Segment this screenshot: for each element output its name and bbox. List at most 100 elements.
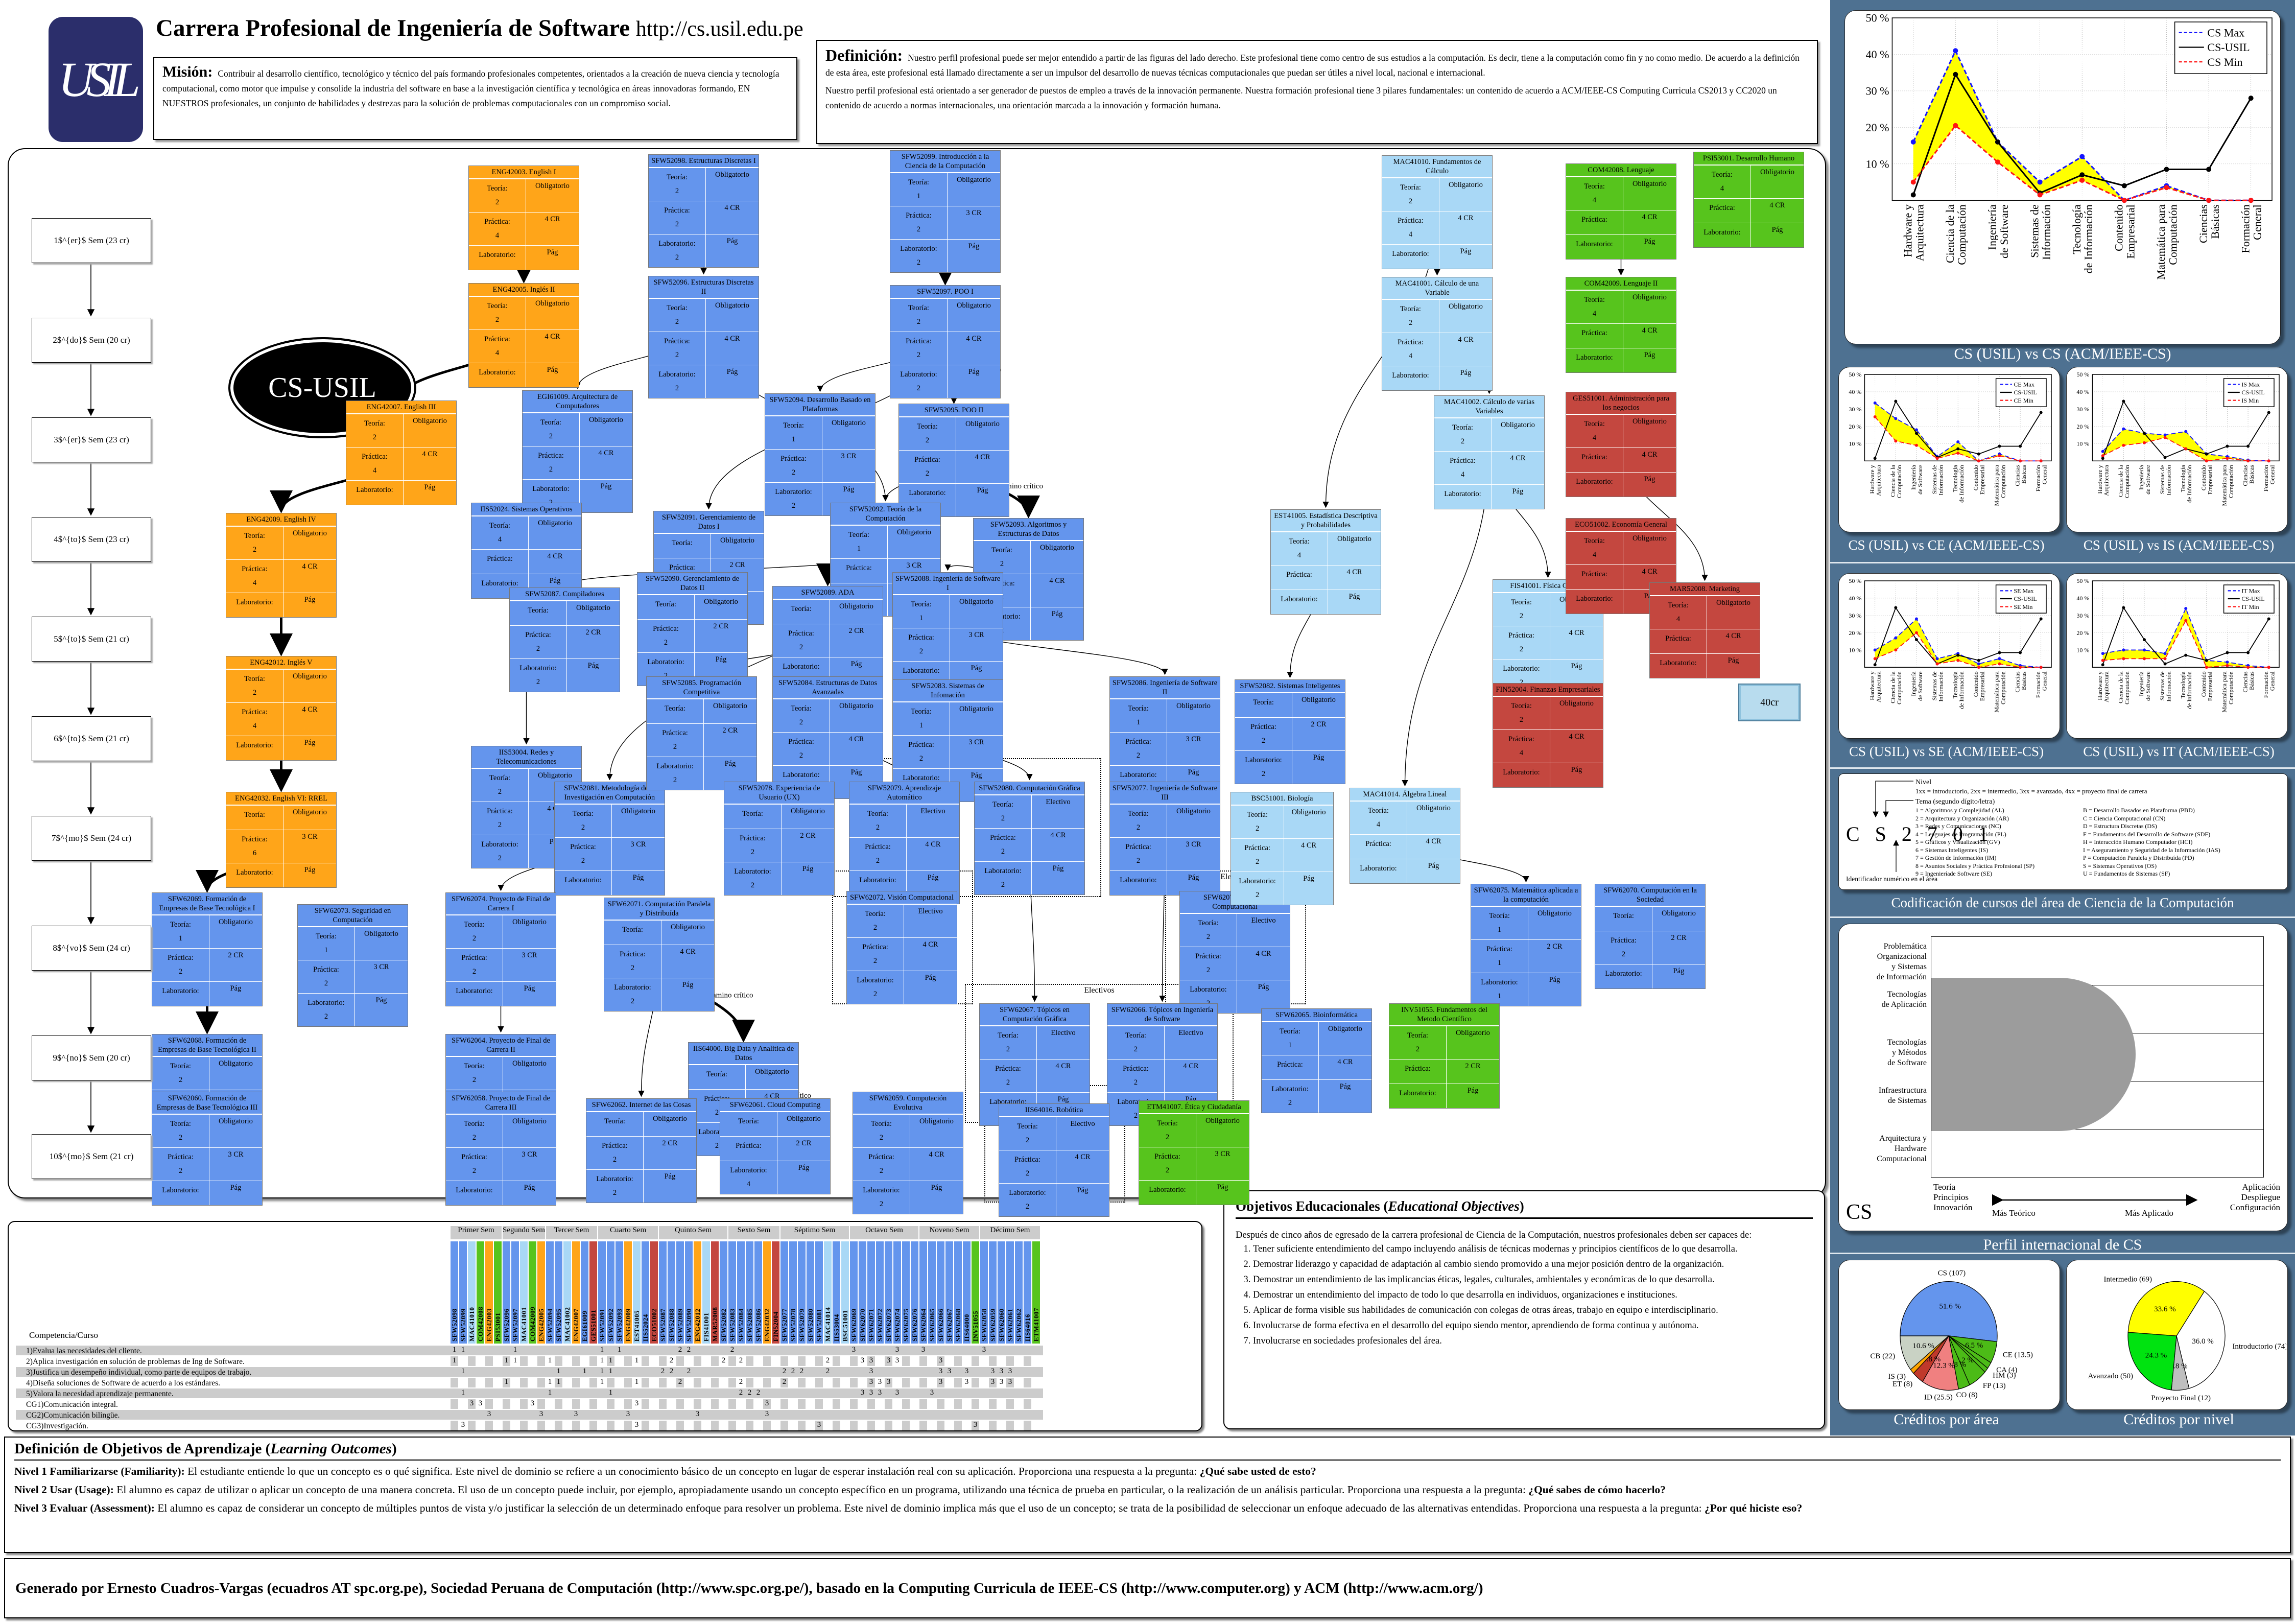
page-url[interactable]: http://cs.usil.edu.pe (635, 17, 803, 41)
course-page-link[interactable]: Pág (1644, 475, 1655, 484)
course-page-link[interactable]: Pág (230, 984, 242, 993)
course-page-link[interactable]: Pág (587, 662, 599, 670)
row-value: 2 (498, 854, 502, 863)
course-page-link[interactable]: Pág (1728, 656, 1739, 665)
course-page-link[interactable]: Pág (547, 248, 558, 257)
course-page-link[interactable]: Pág (726, 368, 738, 376)
row-value (833, 575, 885, 580)
course-page-link[interactable]: Pág (1313, 754, 1324, 762)
course-page-link[interactable]: Pág (375, 996, 387, 1005)
matrix-column-SFW52085: SFW52085 (746, 1241, 753, 1344)
matrix-semester-group: Sexto Sem (728, 1226, 779, 1239)
course-credits: 4 CR (925, 840, 941, 849)
course-page-link[interactable]: Pág (664, 1172, 676, 1181)
course-page-link[interactable]: Pág (971, 664, 982, 673)
course-credits: 3 CR (1215, 1150, 1231, 1159)
course-page-link[interactable]: Pág (1258, 983, 1269, 992)
codif-tema-right: C = Ciencia Computacional (CN) (2083, 814, 2166, 822)
matrix-cell: 3 (869, 1356, 873, 1364)
row-value (1273, 582, 1326, 587)
course-page-link[interactable]: Pág (850, 768, 862, 777)
course-page-link[interactable]: Pág (798, 1164, 810, 1172)
course-page-link[interactable]: Pág (1188, 768, 1199, 777)
course-page-link[interactable]: Pág (1188, 874, 1199, 882)
matrix-cell: 3 (765, 1410, 769, 1418)
course-box-ENG42007: ENG42007. English III Teoría: 2 Obligatorio… (346, 401, 457, 506)
row-label: Teoría: (1247, 811, 1268, 819)
row-value: 4 (372, 466, 377, 475)
course-page-link[interactable]: Pág (1217, 1183, 1228, 1192)
course-page-link[interactable]: Pág (1057, 1095, 1069, 1104)
course-page-link[interactable]: Pág (1348, 593, 1360, 601)
course-type: Obligatorio (919, 1117, 954, 1126)
course-page-link[interactable]: Pág (1052, 864, 1064, 873)
course-page-link[interactable]: Pág (1460, 247, 1472, 256)
course-page-link[interactable]: Pág (1571, 662, 1582, 671)
matrix-column-IIS53004: IIS53004 (833, 1241, 840, 1344)
course-type: Obligatorio (755, 1068, 789, 1076)
course-page-link[interactable]: Pág (304, 739, 316, 747)
course-type: Obligatorio (720, 536, 754, 545)
course-page-link[interactable]: Pág (724, 760, 736, 768)
row-label: Teoría: (1584, 537, 1605, 546)
course-page-link[interactable]: Pág (1051, 610, 1063, 619)
course-page-link[interactable]: Pág (850, 660, 862, 669)
course-page-link[interactable]: Pág (1303, 875, 1314, 883)
course-page-link[interactable]: Pág (549, 577, 561, 585)
course-page-link[interactable]: Pág (726, 237, 738, 246)
svg-text:24.3 %: 24.3 % (2145, 1352, 2167, 1360)
course-page-link[interactable]: Pág (1512, 487, 1524, 496)
course-page-link[interactable]: Pág (1077, 1186, 1089, 1195)
course-page-link[interactable]: Pág (927, 874, 939, 882)
course-page-link[interactable]: Pág (547, 366, 558, 374)
course-page-link[interactable]: Pág (968, 242, 980, 251)
row-value: 2 (1255, 858, 1260, 866)
svg-text:Computación: Computación (1955, 204, 1968, 265)
course-page-link[interactable]: Pág (1771, 226, 1783, 234)
matrix-cell: 3 (539, 1410, 543, 1418)
course-page-link[interactable]: Pág (968, 368, 980, 376)
course-box-INV51055: INV51055. Fundamentos del Metodo Científ… (1389, 1003, 1500, 1109)
course-title: SFW52084. Estructuras de Datos Avanzadas (773, 677, 883, 699)
matrix-column-SFW62064: SFW62064 (919, 1241, 927, 1344)
row-label: Práctica: (313, 966, 339, 974)
row-label: Teoría: (655, 600, 676, 609)
course-page-link[interactable]: Pág (1673, 967, 1685, 976)
course-page-link[interactable]: Pág (931, 1184, 942, 1192)
course-page-link[interactable]: Pág (715, 655, 727, 664)
course-box-MAC41002: MAC41002. Cálculo de varias Variables Teo… (1434, 395, 1545, 510)
course-page-link[interactable]: Pág (1467, 1087, 1479, 1095)
course-page-link[interactable]: Pág (600, 482, 612, 491)
row-value (1696, 215, 1748, 220)
row-value: 2 (1519, 645, 1524, 654)
course-page-link[interactable]: Pág (1549, 976, 1560, 984)
row-value: 2 (1255, 825, 1260, 833)
course-page-link[interactable]: Pág (1460, 369, 1472, 378)
course-page-link[interactable]: Pág (925, 974, 936, 982)
course-page-link[interactable]: Pág (977, 486, 988, 495)
course-credits: 2 CR (848, 627, 864, 636)
course-page-link[interactable]: Pág (802, 865, 814, 874)
course-title: SFW52097. POO I (890, 286, 1000, 299)
course-page-link[interactable]: Pág (304, 596, 316, 604)
course-page-link[interactable]: Pág (971, 771, 982, 780)
course-page-link[interactable]: Pág (230, 1184, 242, 1192)
row-value: 2 (1133, 1112, 1138, 1120)
course-page-link[interactable]: Pág (524, 984, 535, 993)
course-page-link[interactable]: Pág (632, 874, 644, 882)
course-page-link[interactable]: Pág (1428, 862, 1439, 870)
course-page-link[interactable]: Pág (682, 981, 694, 990)
svg-text:30 %: 30 % (1849, 612, 1861, 619)
row-value: 2 (673, 776, 677, 785)
course-page-link[interactable]: Pág (524, 1184, 535, 1192)
matrix-column-SFW52094: SFW52094 (546, 1241, 554, 1344)
course-page-link[interactable]: Pág (1571, 766, 1582, 774)
row-label: Laboratorio: (356, 486, 393, 495)
course-page-link[interactable]: Pág (424, 483, 436, 492)
course-page-link[interactable]: Pág (304, 866, 316, 875)
course-page-link[interactable]: Pág (1644, 351, 1655, 360)
row-value (1273, 606, 1326, 611)
course-page-link[interactable]: Pág (843, 485, 855, 494)
course-page-link[interactable]: Pág (1339, 1082, 1351, 1091)
course-page-link[interactable]: Pág (1644, 238, 1655, 246)
